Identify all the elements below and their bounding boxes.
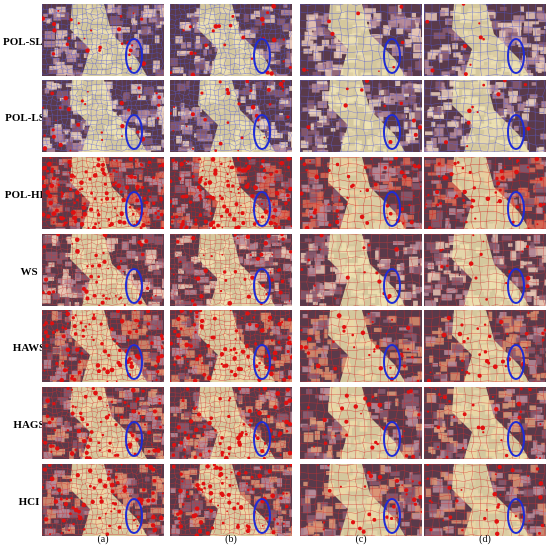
row-label: HCI (18, 496, 40, 508)
segmentation-panel (300, 4, 422, 76)
sar-image (170, 387, 292, 459)
sar-image (300, 4, 422, 76)
highlight-ellipse (253, 498, 271, 534)
sar-image (300, 157, 422, 229)
highlight-ellipse (125, 498, 143, 534)
column-label: (b) (225, 534, 237, 545)
sar-image (300, 234, 422, 306)
segmentation-panel (170, 464, 292, 536)
highlight-ellipse (253, 421, 271, 457)
sar-image (300, 310, 422, 382)
sar-image (300, 464, 422, 536)
segmentation-panel (42, 387, 164, 459)
highlight-ellipse (507, 498, 525, 534)
segmentation-panel (424, 80, 546, 152)
column-label: (c) (355, 534, 367, 545)
segmentation-panel (424, 387, 546, 459)
segmentation-panel (170, 310, 292, 382)
row-label: POL-HLT (4, 189, 54, 201)
segmentation-panel (300, 464, 422, 536)
highlight-ellipse (507, 268, 525, 304)
highlight-ellipse (383, 421, 401, 457)
sar-image (300, 80, 422, 152)
highlight-ellipse (125, 268, 143, 304)
segmentation-panel (42, 310, 164, 382)
highlight-ellipse (507, 191, 525, 227)
sar-image (170, 234, 292, 306)
highlight-ellipse (383, 191, 401, 227)
highlight-ellipse (125, 344, 143, 380)
segmentation-panel (170, 80, 292, 152)
highlight-ellipse (253, 344, 271, 380)
sar-image (424, 310, 546, 382)
sar-image (424, 157, 546, 229)
segmentation-panel (424, 4, 546, 76)
highlight-ellipse (253, 114, 271, 150)
sar-image (300, 387, 422, 459)
highlight-ellipse (383, 498, 401, 534)
row-label: HAGS (13, 419, 45, 431)
segmentation-panel (300, 157, 422, 229)
highlight-ellipse (507, 344, 525, 380)
sar-image (424, 387, 546, 459)
segmentation-panel (42, 80, 164, 152)
segmentation-panel (424, 234, 546, 306)
highlight-ellipse (507, 114, 525, 150)
sar-image (170, 464, 292, 536)
sar-image (170, 157, 292, 229)
highlight-ellipse (383, 344, 401, 380)
sar-image (42, 157, 164, 229)
sar-image (424, 234, 546, 306)
segmentation-panel (42, 464, 164, 536)
sar-image (170, 310, 292, 382)
row-label: POL-SLIC (3, 36, 55, 48)
segmentation-panel (42, 4, 164, 76)
highlight-ellipse (253, 191, 271, 227)
highlight-ellipse (253, 38, 271, 74)
highlight-ellipse (383, 38, 401, 74)
row-label: HAWS (12, 342, 46, 354)
sar-image (42, 310, 164, 382)
sar-image (42, 234, 164, 306)
sar-image (42, 387, 164, 459)
sar-image (424, 464, 546, 536)
segmentation-panel (170, 157, 292, 229)
segmentation-panel (300, 234, 422, 306)
row-label: WS (20, 266, 38, 278)
highlight-ellipse (125, 191, 143, 227)
segmentation-panel (424, 310, 546, 382)
sar-image (170, 80, 292, 152)
sar-image (424, 80, 546, 152)
highlight-ellipse (383, 114, 401, 150)
segmentation-panel (170, 234, 292, 306)
highlight-ellipse (253, 268, 271, 304)
sar-image (170, 4, 292, 76)
row-label: POL-LSC (5, 112, 53, 124)
segmentation-panel (300, 387, 422, 459)
highlight-ellipse (507, 38, 525, 74)
segmentation-panel (300, 310, 422, 382)
segmentation-panel (42, 157, 164, 229)
segmentation-panel (300, 80, 422, 152)
segmentation-panel (424, 157, 546, 229)
highlight-ellipse (125, 38, 143, 74)
sar-image (42, 80, 164, 152)
highlight-ellipse (125, 114, 143, 150)
sar-image (424, 4, 546, 76)
column-label: (a) (97, 534, 109, 545)
column-label: (d) (479, 534, 491, 545)
segmentation-panel (424, 464, 546, 536)
highlight-ellipse (125, 421, 143, 457)
highlight-ellipse (383, 268, 401, 304)
segmentation-panel (42, 234, 164, 306)
segmentation-panel (170, 4, 292, 76)
segmentation-panel (170, 387, 292, 459)
highlight-ellipse (507, 421, 525, 457)
sar-image (42, 4, 164, 76)
sar-image (42, 464, 164, 536)
